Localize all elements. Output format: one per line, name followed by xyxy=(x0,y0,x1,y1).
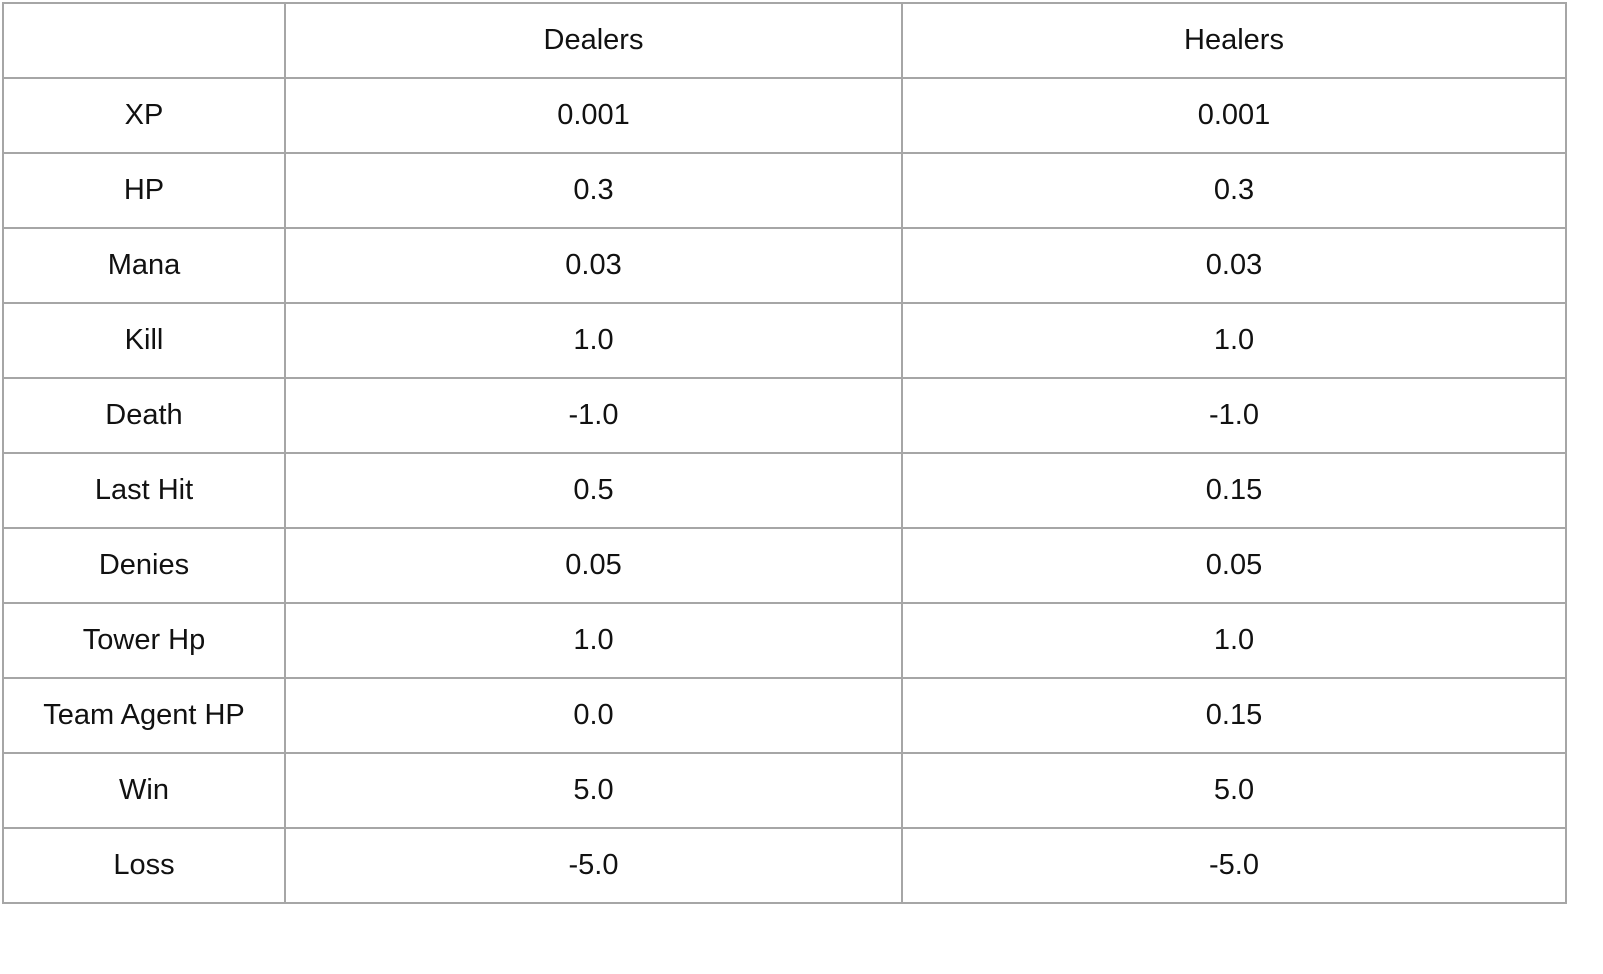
table-row: Death -1.0 -1.0 xyxy=(2,377,1567,454)
dealers-value: 1.0 xyxy=(284,602,903,679)
table-row: Mana 0.03 0.03 xyxy=(2,227,1567,304)
table-row: Loss -5.0 -5.0 xyxy=(2,827,1567,904)
dealers-value: 0.5 xyxy=(284,452,903,529)
table-header-row: Dealers Healers xyxy=(2,2,1567,79)
healers-value: 1.0 xyxy=(901,302,1567,379)
dealers-value: 0.0 xyxy=(284,677,903,754)
row-label: Team Agent HP xyxy=(2,677,286,754)
healers-value: 1.0 xyxy=(901,602,1567,679)
header-dealers: Dealers xyxy=(284,2,903,79)
healers-value: 5.0 xyxy=(901,752,1567,829)
dealers-value: 0.001 xyxy=(284,77,903,154)
healers-value: 0.15 xyxy=(901,677,1567,754)
healers-value: 0.03 xyxy=(901,227,1567,304)
dealers-value: 5.0 xyxy=(284,752,903,829)
healers-value: -1.0 xyxy=(901,377,1567,454)
table-row: HP 0.3 0.3 xyxy=(2,152,1567,229)
dealers-value: 0.05 xyxy=(284,527,903,604)
healers-value: 0.05 xyxy=(901,527,1567,604)
dealers-value: 1.0 xyxy=(284,302,903,379)
header-corner-cell xyxy=(2,2,286,79)
row-label: Mana xyxy=(2,227,286,304)
table-row: Team Agent HP 0.0 0.15 xyxy=(2,677,1567,754)
table-row: Denies 0.05 0.05 xyxy=(2,527,1567,604)
row-label: HP xyxy=(2,152,286,229)
table-row: XP 0.001 0.001 xyxy=(2,77,1567,154)
row-label: Denies xyxy=(2,527,286,604)
table-row: Tower Hp 1.0 1.0 xyxy=(2,602,1567,679)
row-label: Death xyxy=(2,377,286,454)
row-label: Last Hit xyxy=(2,452,286,529)
healers-value: 0.001 xyxy=(901,77,1567,154)
healers-value: 0.15 xyxy=(901,452,1567,529)
row-label: Loss xyxy=(2,827,286,904)
dealers-value: -5.0 xyxy=(284,827,903,904)
table-row: Last Hit 0.5 0.15 xyxy=(2,452,1567,529)
dealers-value: 0.03 xyxy=(284,227,903,304)
header-healers: Healers xyxy=(901,2,1567,79)
row-label: Tower Hp xyxy=(2,602,286,679)
row-label: Win xyxy=(2,752,286,829)
dealers-value: 0.3 xyxy=(284,152,903,229)
row-label: Kill xyxy=(2,302,286,379)
healers-value: 0.3 xyxy=(901,152,1567,229)
row-label: XP xyxy=(2,77,286,154)
table-row: Kill 1.0 1.0 xyxy=(2,302,1567,379)
dealers-value: -1.0 xyxy=(284,377,903,454)
healers-value: -5.0 xyxy=(901,827,1567,904)
table-row: Win 5.0 5.0 xyxy=(2,752,1567,829)
reward-table: Dealers Healers XP 0.001 0.001 HP 0.3 0.… xyxy=(2,2,1567,904)
